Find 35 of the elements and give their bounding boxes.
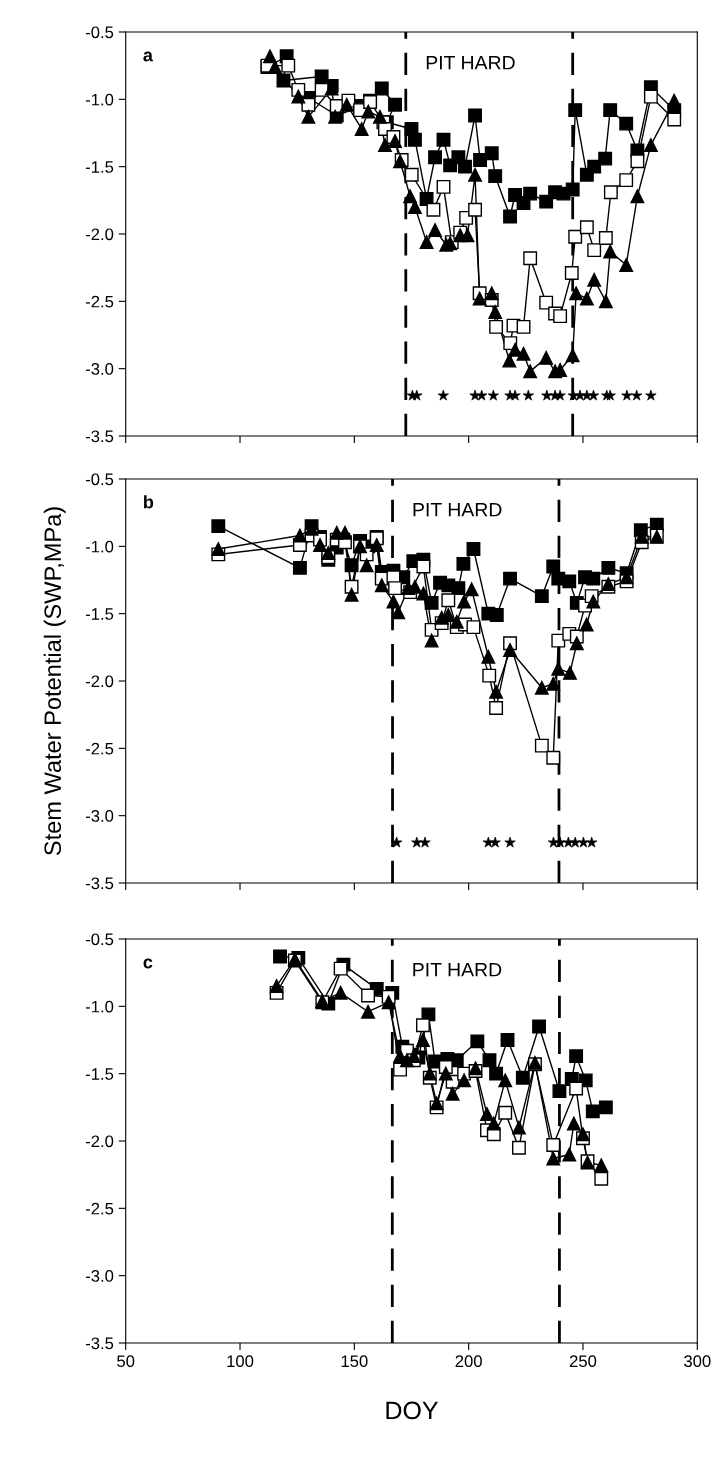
y-tick-label: -3.0 [85,810,114,822]
x-tick-label: 50 [117,1355,135,1368]
y-axis-title: Stem Water Potential (SWP,MPa) [43,507,66,856]
y-tick-label: -1.0 [85,93,114,106]
y-tick-label: -2.0 [85,1135,114,1148]
annotation: b [144,495,154,509]
y-tick-label: -2.0 [85,675,114,688]
y-tick-label: -0.5 [85,26,114,39]
y-tick-label: -2.5 [85,295,114,308]
y-tick-label: -3.5 [85,877,114,890]
annotation: a [143,51,153,62]
annotation: PIT HARD [413,962,502,977]
x-axis-title: DOY [386,1401,439,1420]
y-tick-label: -1.5 [85,608,114,620]
y-tick-label: -2.0 [85,228,114,241]
y-tick-label: -3.0 [85,1270,114,1282]
y-tick-label: -0.5 [85,933,114,946]
y-tick-label: -2.5 [85,1202,114,1215]
x-tick-label: 150 [341,1355,368,1368]
y-tick-label: -0.5 [85,473,114,486]
y-tick-label: -3.0 [85,363,114,375]
y-tick-label: -3.5 [85,430,114,443]
annotation: c [143,958,153,969]
x-tick-label: 200 [455,1355,482,1368]
y-tick-label: -1.5 [85,1068,114,1080]
y-tick-label: -2.5 [85,742,114,755]
y-tick-label: -3.5 [85,1337,114,1350]
y-tick-label: -1.0 [85,540,114,553]
y-tick-label: -1.0 [85,1000,114,1013]
x-tick-label: 250 [569,1355,597,1368]
x-tick-label: 300 [684,1355,711,1368]
annotation: PIT HARD [413,502,502,517]
y-tick-label: -1.5 [85,161,114,173]
x-tick-label: 100 [227,1355,254,1368]
annotation: PIT HARD [426,55,515,70]
